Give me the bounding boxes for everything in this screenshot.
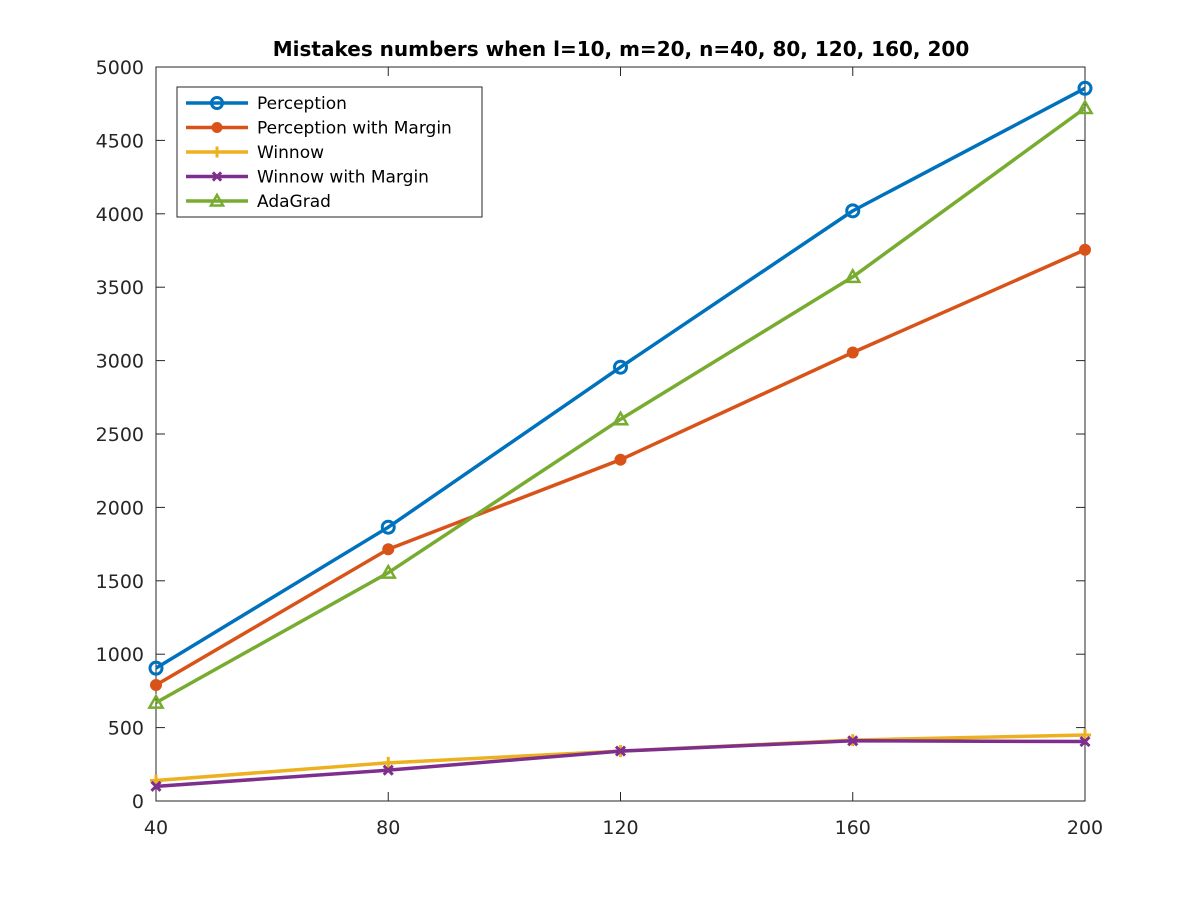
data-point xyxy=(847,735,859,747)
x-tick-label: 120 xyxy=(602,817,638,839)
y-tick-label: 2500 xyxy=(96,424,144,446)
x-tick-label: 200 xyxy=(1067,817,1103,839)
data-point xyxy=(614,745,627,757)
legend-entry: AdaGrad xyxy=(186,192,331,212)
legend-entry: Perception xyxy=(186,94,347,114)
data-point xyxy=(211,146,223,158)
y-tick-label: 4000 xyxy=(96,204,144,226)
legend-label: Perception with Margin xyxy=(257,119,452,139)
series-line xyxy=(155,106,1087,705)
chart-title: Mistakes numbers when l=10, m=20, n=40, … xyxy=(273,37,969,61)
data-point xyxy=(846,346,859,359)
legend-label: AdaGrad xyxy=(257,192,331,212)
x-tick-label: 160 xyxy=(835,817,871,839)
y-tick-label: 1500 xyxy=(96,571,144,593)
data-point xyxy=(1079,735,1091,748)
data-point xyxy=(1077,80,1093,96)
data-point xyxy=(382,756,395,769)
data-point xyxy=(845,203,861,219)
series-winnow-with-margin xyxy=(150,735,1091,792)
data-point xyxy=(210,96,224,110)
data-point xyxy=(1079,728,1091,741)
data-point xyxy=(150,780,162,792)
data-point xyxy=(150,679,162,692)
series-adagrad xyxy=(147,98,1094,709)
legend-label: Winnow xyxy=(257,143,324,163)
y-tick-label: 3500 xyxy=(96,277,144,299)
legend-entry: Perception with Margin xyxy=(186,119,452,139)
plot-area: 40 80 120 160 200050010001500200025003000350… xyxy=(96,57,1103,839)
data-point xyxy=(382,764,394,776)
y-tick-label: 0 xyxy=(132,791,144,813)
data-point xyxy=(379,563,398,579)
y-tick-label: 3000 xyxy=(96,351,144,373)
y-tick-label: 4500 xyxy=(96,130,144,152)
y-tick-label: 500 xyxy=(108,718,144,740)
data-point xyxy=(611,410,630,426)
legend: Perception Perception with Margin Winnow Wi… xyxy=(176,86,483,218)
series-perception-with-margin xyxy=(150,243,1091,692)
data-point xyxy=(208,192,226,207)
legend-entry: Winnow xyxy=(186,143,324,163)
data-point xyxy=(148,660,164,676)
data-point xyxy=(613,359,628,375)
x-tick-label: 80 xyxy=(376,817,400,839)
legend-label: Winnow with Margin xyxy=(257,168,429,188)
y-tick-label: 2000 xyxy=(96,497,144,519)
y-tick-label: 1000 xyxy=(96,644,144,666)
data-point xyxy=(211,122,223,133)
data-point xyxy=(614,453,627,466)
data-point xyxy=(382,543,395,556)
data-point xyxy=(380,519,396,535)
data-point xyxy=(211,171,223,182)
data-point xyxy=(1079,243,1091,256)
series-line xyxy=(155,86,1086,670)
data-point xyxy=(147,693,165,709)
data-point xyxy=(843,267,862,284)
series-perception xyxy=(148,80,1093,676)
data-point xyxy=(1076,98,1094,115)
x-tick-label: 40 xyxy=(144,817,168,839)
legend-label: Perception xyxy=(257,94,347,114)
legend-entry: Winnow with Margin xyxy=(186,168,429,188)
y-tick-label: 5000 xyxy=(96,57,144,79)
